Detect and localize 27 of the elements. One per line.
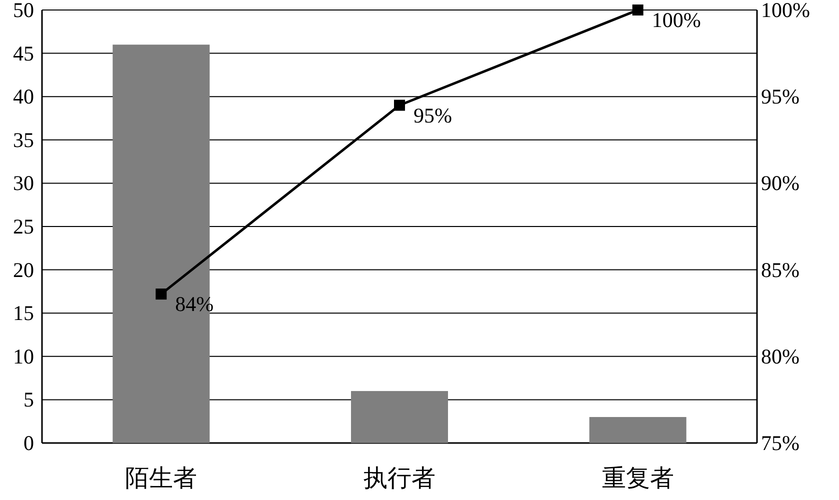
point	[394, 100, 405, 111]
y2-tick-label: 100%	[761, 0, 810, 22]
y2-tick-label: 80%	[761, 344, 800, 368]
bar	[589, 417, 686, 443]
y-tick-label: 35	[13, 128, 34, 152]
y-tick-label: 45	[13, 41, 34, 66]
y-tick-label: 5	[24, 388, 34, 412]
data-label: 100%	[652, 8, 701, 32]
y-tick-label: 0	[24, 431, 34, 455]
y-tick-label: 15	[13, 301, 34, 326]
y-tick-label: 10	[13, 344, 34, 368]
x-tick-label: 陌生者	[125, 466, 198, 492]
y2-tick-label: 90%	[761, 171, 800, 196]
bar	[351, 391, 448, 443]
y2-tick-label: 85%	[761, 258, 800, 282]
y-tick-label: 40	[13, 84, 34, 109]
y-tick-label: 30	[13, 171, 34, 196]
y-tick-label: 50	[13, 0, 34, 22]
y-tick-label: 20	[13, 258, 34, 282]
point	[156, 288, 167, 300]
y2-tick-label: 95%	[761, 84, 800, 109]
y-tick-label: 25	[13, 214, 34, 238]
x-tick-label: 执行者	[364, 466, 436, 492]
x-tick-label: 重复者	[602, 466, 674, 492]
point	[632, 4, 644, 16]
y2-tick-label: 75%	[761, 431, 800, 455]
data-label: 95%	[414, 103, 452, 128]
